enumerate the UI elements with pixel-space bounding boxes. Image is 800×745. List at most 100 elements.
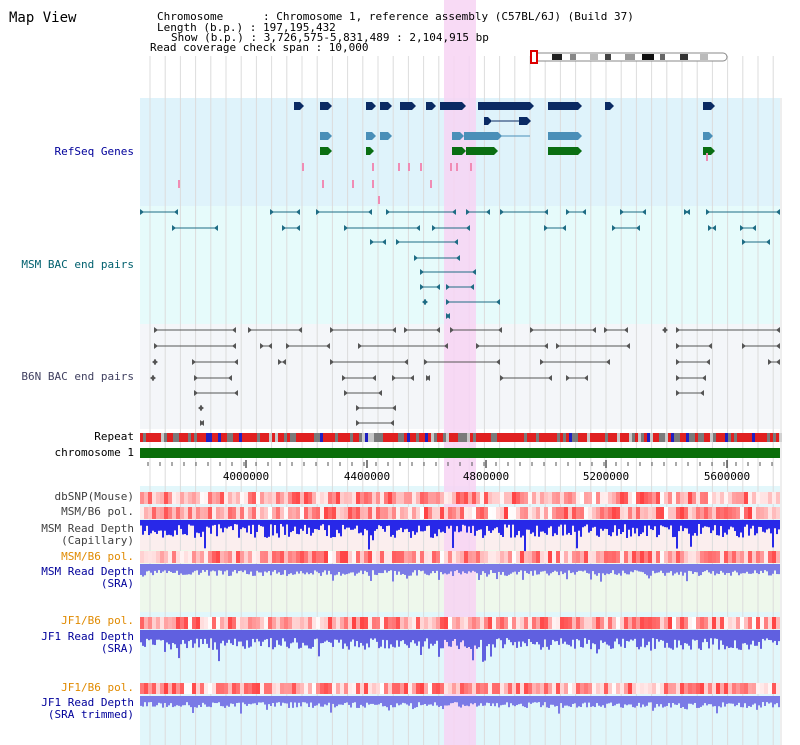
jf1-sra-depth-bar [514,630,516,643]
jf1-sra-depth-bar [298,630,300,649]
repeat-segment [152,433,155,442]
msm-b6-pol-2-cell [492,551,496,563]
capillary-depth-bar [608,520,610,536]
msm-sra-depth-bar [766,564,768,572]
jf1-trimmed-depth-bar [450,696,452,704]
jf1-sra-depth-bar [382,630,384,640]
gene-feature [320,132,328,140]
jf1-b6-pol-cell [668,617,672,629]
capillary-depth-bar [228,520,230,527]
b6n-bac-pair-end [356,420,360,426]
msm-sra-depth-bar [174,564,176,573]
track-label-refseq[interactable]: RefSeq Genes [54,145,134,158]
track-label-b6n-bac[interactable]: B6N BAC end pairs [21,370,134,383]
repeat-segment [731,433,734,442]
jf1-trimmed-depth-bar [602,696,604,706]
msm-sra-depth-bar [702,564,704,573]
msm-b6-pol-2-cell [308,551,312,563]
msm-bac-pair-end [486,209,490,215]
msm-b6-pol-cell [256,507,260,519]
jf1-b6-pol-cell [532,617,536,629]
msm-b6-pol-cell [272,507,276,519]
jf1-b6-pol-2-cell [548,683,552,694]
jf1-trimmed-depth-bar [308,696,310,708]
dbsnp-cell [176,492,180,504]
repeat-segment [599,433,602,442]
msm-sra-depth-bar [546,564,548,574]
dbsnp-cell [632,492,636,504]
capillary-depth-bar [146,520,148,526]
msm-sra-depth-bar [304,564,306,575]
repeat-segment [704,433,707,442]
jf1-b6-pol-2-cell [620,683,624,694]
jf1-trimmed-depth-bar [490,696,492,707]
capillary-depth-bar [378,520,380,526]
capillary-depth-bar [724,520,726,533]
msm-sra-depth-bar [432,564,434,572]
capillary-depth-bar [388,520,390,526]
track-label-msm-bac[interactable]: MSM BAC end pairs [21,258,134,271]
jf1-b6-pol-2-cell [292,683,296,694]
jf1-sra-depth-bar [412,630,414,641]
jf1-sra-depth-bar [190,630,192,640]
msm-b6-pol-cell [696,507,700,519]
msm-b6-pol-cell [600,507,604,519]
jf1-trimmed-depth-bar [482,696,484,706]
msm-sra-depth-bar [260,564,262,573]
capillary-depth-bar [692,520,694,536]
capillary-depth-bar [322,520,324,525]
dbsnp-cell [740,492,744,504]
msm-b6-pol-2-cell [756,551,760,563]
jf1-b6-pol-cell [524,617,528,629]
msm-sra-depth-bar [640,564,642,572]
capillary-depth-bar [472,520,474,526]
capillary-depth-bar [250,520,252,535]
msm-sra-depth-bar [526,564,528,574]
jf1-sra-depth-bar [478,630,480,648]
dbsnp-cell [144,492,148,504]
jf1-trimmed-depth-bar [774,696,776,705]
jf1-trimmed-depth-bar [352,696,354,703]
capillary-depth-bar [218,520,220,525]
b6n-bac-pair-end [356,405,360,411]
msm-sra-depth-bar [362,564,364,575]
msm-sra-depth-bar [680,564,682,572]
repeat-segment [686,433,689,442]
capillary-depth-bar [772,520,774,548]
capillary-depth-bar [522,520,524,536]
jf1-trimmed-depth-bar [336,696,338,707]
jf1-sra-depth-bar [290,630,292,644]
msm-b6-pol-cell [748,507,752,519]
b6n-bac-pair-end [194,375,198,381]
jf1-trimmed-depth-bar [508,696,510,708]
track-label-jf1-pol-2: JF1/B6 pol. [61,681,134,694]
msm-sra-depth-bar [326,564,328,575]
jf1-b6-pol-cell [692,617,696,629]
jf1-b6-pol-cell [164,617,168,629]
msm-b6-pol-2-cell [272,551,276,563]
capillary-depth-bar [396,520,398,531]
jf1-b6-pol-cell [416,617,420,629]
msm-sra-depth-bar [336,564,338,575]
msm-b6-pol-cell [416,507,420,519]
msm-b6-pol-cell [472,507,476,519]
jf1-trimmed-depth-bar [768,696,770,704]
jf1-trimmed-depth-bar [736,696,738,706]
jf1-b6-pol-cell [740,617,744,629]
msm-b6-pol-cell [204,507,208,519]
capillary-depth-bar [604,520,606,529]
jf1-trimmed-depth-bar [476,696,478,707]
capillary-depth-bar [480,520,482,530]
jf1-b6-pol-cell [220,617,224,629]
capillary-depth-bar [750,520,752,529]
msm-b6-pol-2-cell [668,551,672,563]
jf1-b6-pol-cell [332,617,336,629]
repeat-segment [221,433,224,442]
capillary-depth-bar [364,520,366,529]
repeat-segment [530,433,533,442]
capillary-depth-bar [676,520,678,549]
msm-sra-depth-bar [698,564,700,576]
gene-arrow [432,102,436,110]
jf1-trimmed-depth-bar [252,696,254,704]
